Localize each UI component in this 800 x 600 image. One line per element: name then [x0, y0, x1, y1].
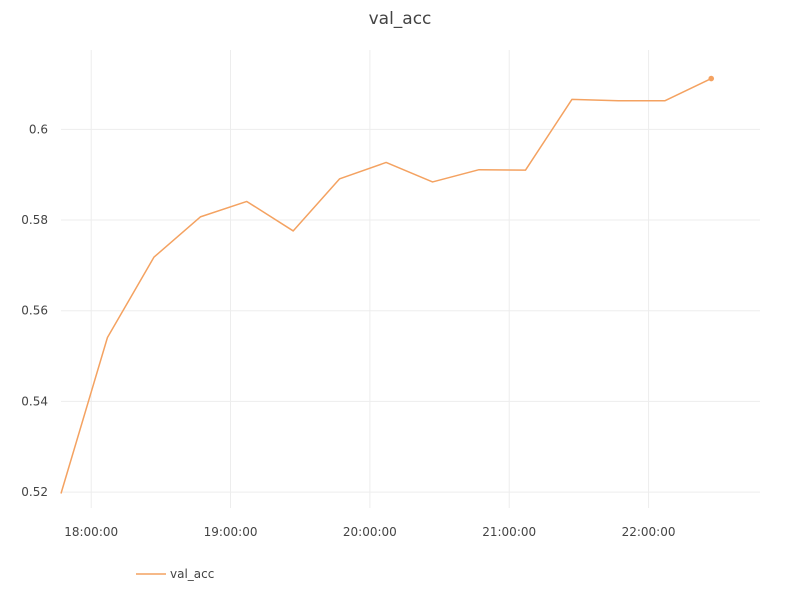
data-point[interactable]	[616, 99, 620, 103]
x-tick-label: 18:00:00	[64, 525, 118, 539]
data-point[interactable]	[570, 97, 574, 101]
series-layer	[59, 75, 715, 495]
y-tick-label: 0.56	[21, 304, 48, 318]
data-point[interactable]	[152, 255, 156, 259]
data-point[interactable]	[59, 491, 63, 495]
data-point[interactable]	[384, 160, 388, 164]
chart-title: val_acc	[369, 9, 432, 29]
data-point[interactable]	[105, 335, 109, 339]
legend[interactable]: val_acc	[136, 567, 214, 581]
data-point[interactable]	[338, 177, 342, 181]
y-tick-label: 0.58	[21, 213, 48, 227]
y-tick-label: 0.6	[29, 122, 48, 136]
series-line-val-acc	[60, 77, 712, 494]
data-point[interactable]	[477, 168, 481, 172]
data-point[interactable]	[523, 168, 527, 172]
last-data-point[interactable]	[708, 75, 715, 82]
x-tick-label: 21:00:00	[482, 525, 536, 539]
data-point[interactable]	[245, 199, 249, 203]
grid-layer	[61, 50, 760, 508]
data-point[interactable]	[198, 215, 202, 219]
data-point[interactable]	[431, 180, 435, 184]
data-point[interactable]	[291, 229, 295, 233]
y-tick-label: 0.52	[21, 485, 48, 499]
x-tick-label: 22:00:00	[622, 525, 676, 539]
legend-label-val-acc: val_acc	[170, 567, 214, 581]
y-tick-label: 0.54	[21, 394, 48, 408]
x-tick-label: 19:00:00	[204, 525, 258, 539]
data-point[interactable]	[663, 99, 667, 103]
tick-layer: 0.52 0.54 0.56 0.58 0.6 18:00:00 19:00:00 20:00…	[21, 122, 675, 539]
x-tick-label: 20:00:00	[343, 525, 397, 539]
